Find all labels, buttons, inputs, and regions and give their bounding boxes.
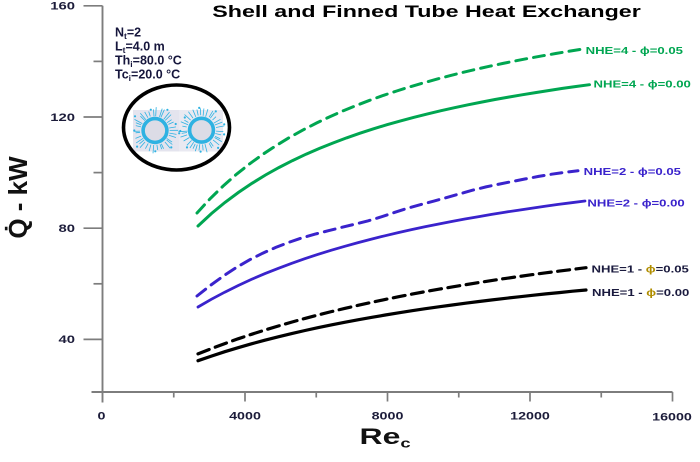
- svg-text:NHE=4 - ϕ=0.05: NHE=4 - ϕ=0.05: [586, 44, 684, 56]
- svg-text:80: 80: [59, 222, 75, 235]
- svg-text:Shell and Finned Tube Heat Exc: Shell and Finned Tube Heat Exchanger: [212, 3, 641, 21]
- svg-text:160: 160: [50, 0, 75, 12]
- svg-text:120: 120: [50, 111, 75, 124]
- svg-text:16000: 16000: [652, 410, 692, 423]
- svg-text:NHE=4 - ϕ=0.00: NHE=4 - ϕ=0.00: [594, 78, 692, 90]
- svg-text:8000: 8000: [372, 409, 404, 422]
- svg-text:Lt=4.0 m: Lt=4.0 m: [115, 40, 165, 56]
- svg-text:NHE=2 - ϕ=0.05: NHE=2 - ϕ=0.05: [584, 165, 682, 177]
- svg-text:Thi=80.0 °C: Thi=80.0 °C: [115, 54, 182, 70]
- svg-text:NHE=1 - ϕ=0.05: NHE=1 - ϕ=0.05: [592, 263, 690, 275]
- svg-text:4000: 4000: [229, 409, 261, 422]
- svg-text:40: 40: [59, 333, 75, 346]
- svg-text:Q̇ - kW: Q̇ - kW: [3, 156, 33, 239]
- svg-text:NHE=2 - ϕ=0.00: NHE=2 - ϕ=0.00: [587, 197, 685, 209]
- svg-text:NHE=1 - ϕ=0.00: NHE=1 - ϕ=0.00: [592, 286, 690, 298]
- svg-text:12000: 12000: [510, 409, 550, 422]
- svg-text:0: 0: [98, 409, 106, 422]
- svg-text:Nt=2: Nt=2: [115, 25, 141, 41]
- svg-text:Tci=20.0 °C: Tci=20.0 °C: [115, 68, 180, 84]
